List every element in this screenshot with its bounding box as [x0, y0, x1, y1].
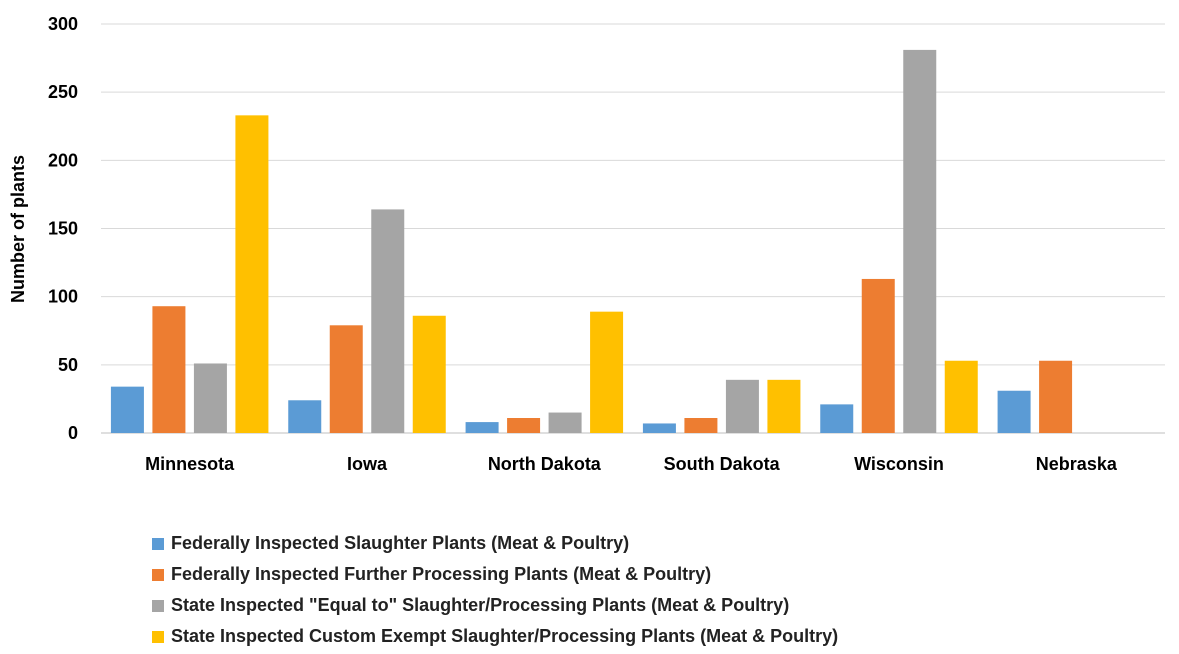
legend-swatch — [152, 599, 164, 612]
legend-item: State Inspected Custom Exempt Slaughter/… — [152, 621, 838, 652]
y-tick-label: 300 — [48, 14, 78, 34]
bar — [767, 379, 801, 433]
legend-item: Federally Inspected Further Processing P… — [152, 559, 838, 590]
legend-item: State Inspected "Equal to" Slaughter/Pro… — [152, 590, 838, 621]
x-tick-label: Nebraska — [1036, 454, 1118, 474]
legend-item: Federally Inspected Slaughter Plants (Me… — [152, 528, 838, 559]
bar — [820, 404, 854, 433]
bar — [725, 379, 759, 433]
x-tick-label: North Dakota — [488, 454, 602, 474]
bar — [684, 418, 718, 433]
bar — [590, 311, 624, 433]
bar — [903, 49, 937, 434]
gridlines — [101, 23, 1165, 434]
bar — [997, 390, 1031, 433]
bar — [1039, 360, 1073, 433]
x-tick-label: South Dakota — [664, 454, 781, 474]
legend-swatch — [152, 630, 164, 643]
legend-label: Federally Inspected Further Processing P… — [171, 564, 712, 584]
bar — [642, 423, 676, 433]
legend-label: Federally Inspected Slaughter Plants (Me… — [171, 533, 630, 553]
y-tick-label: 200 — [48, 150, 78, 170]
legend: Federally Inspected Slaughter Plants (Me… — [152, 528, 838, 652]
bar — [465, 422, 499, 433]
bar — [329, 325, 363, 433]
y-tick-label: 250 — [48, 82, 78, 102]
legend-label: State Inspected "Equal to" Slaughter/Pro… — [171, 595, 790, 615]
bar — [288, 400, 322, 433]
bar — [944, 360, 978, 433]
x-tick-label: Iowa — [347, 454, 388, 474]
y-axis-ticks: 0 50 100 150 200 250 300 — [48, 14, 78, 443]
bar — [861, 278, 895, 433]
bar — [152, 306, 186, 433]
bar — [235, 115, 269, 434]
y-axis-title: Number of plants — [8, 155, 28, 303]
y-tick-label: 100 — [48, 287, 78, 307]
x-axis-ticks: Minnesota Iowa North Dakota South Dakota Wis… — [145, 454, 1118, 474]
y-tick-label: 0 — [68, 423, 78, 443]
bars — [110, 49, 1073, 434]
bar — [371, 209, 405, 433]
legend-swatch — [152, 537, 164, 550]
x-tick-label: Wisconsin — [854, 454, 944, 474]
legend-label: State Inspected Custom Exempt Slaughter/… — [171, 626, 839, 646]
bar — [193, 363, 227, 433]
y-tick-label: 50 — [58, 355, 78, 375]
bar — [110, 386, 144, 433]
bar — [548, 412, 582, 433]
bar — [507, 418, 541, 433]
bar — [412, 315, 446, 433]
legend-swatch — [152, 568, 164, 581]
x-tick-label: Minnesota — [145, 454, 235, 474]
y-tick-label: 150 — [48, 219, 78, 239]
